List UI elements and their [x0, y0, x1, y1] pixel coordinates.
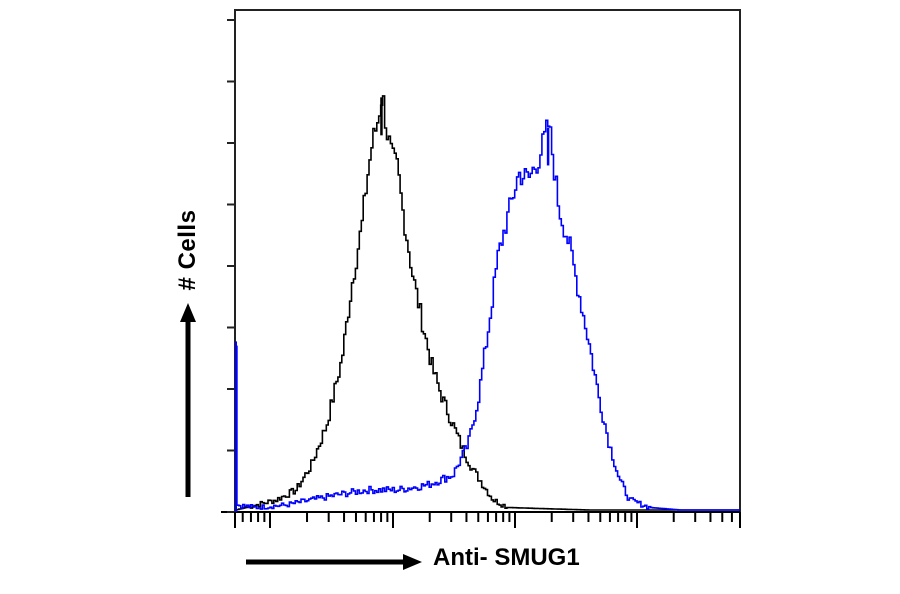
- x-axis-ticks: [234, 512, 741, 528]
- y-axis-label: # Cells: [168, 200, 208, 300]
- series-control: [235, 95, 740, 511]
- x-axis-arrow: [246, 554, 422, 570]
- histogram-series: [235, 95, 740, 512]
- series-anti-SMUG1: [235, 119, 740, 511]
- y-axis-label-text: # Cells: [174, 209, 201, 291]
- y-axis-arrow: [180, 303, 196, 497]
- x-axis-label: Anti- SMUG1: [433, 544, 580, 571]
- y-axis-ticks: [227, 19, 235, 513]
- plot-frame: [221, 9, 741, 513]
